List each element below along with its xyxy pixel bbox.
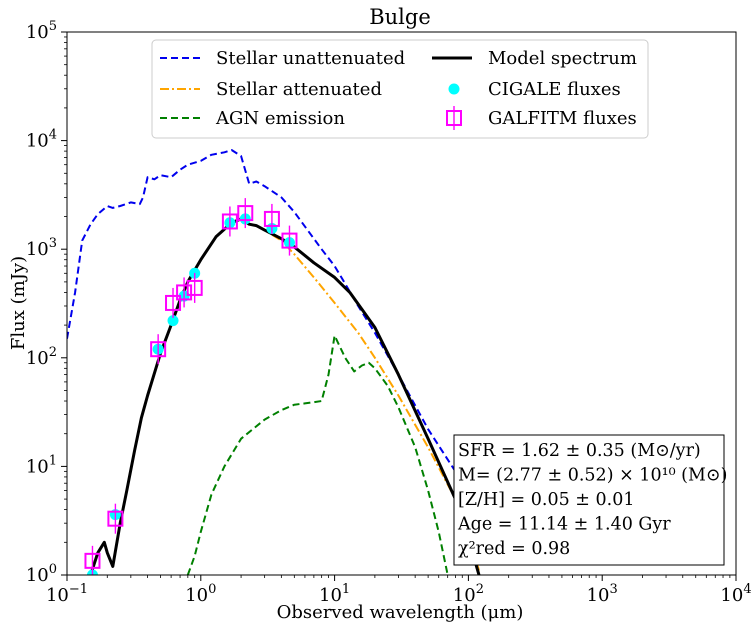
plot-frame	[66, 31, 737, 576]
legend-label-stellar-attenuated: Stellar attenuated	[216, 79, 382, 100]
legend-swatch-galfitm-fluxes	[446, 110, 462, 126]
x-tick-label: 101	[319, 582, 350, 606]
galfitm-fluxes-point	[221, 213, 238, 230]
galfitm-fluxes-point	[263, 210, 280, 227]
galfitm-fluxes-point	[186, 279, 203, 296]
fit-parameters-frame	[453, 434, 725, 566]
x-axis-label: Observed wavelength (μm)	[277, 602, 524, 623]
y-tick-label: 104	[26, 128, 57, 152]
fit-param-age: Age = 11.14 ± 1.40 Gyr	[457, 515, 671, 535]
galfitm-fluxes-point	[150, 341, 167, 358]
y-tick-label: 101	[26, 453, 57, 477]
fit-param-mass: M= (2.77 ± 0.52) × 10¹⁰ (M⊙)	[458, 466, 727, 486]
legend-label-model-spectrum: Model spectrum	[488, 48, 637, 69]
x-tick-label: 104	[720, 582, 751, 606]
x-tick-label: 100	[185, 582, 216, 606]
galfitm-fluxes-point	[84, 552, 101, 569]
galfitm-fluxes-point	[107, 510, 124, 527]
fit-param-chi: χ²red = 0.98	[458, 539, 570, 559]
y-tick-label: 103	[26, 236, 57, 260]
legend-swatch-cigale-fluxes	[448, 83, 460, 95]
legend-label-cigale-fluxes: CIGALE fluxes	[488, 79, 621, 100]
legend-label-stellar-unattenuated: Stellar unattenuated	[216, 48, 405, 69]
series-layer	[67, 149, 481, 575]
x-tick-label: 10−1	[46, 582, 88, 606]
fit-param-sfr: SFR = 1.62 ± 0.35 (M⊙/yr)	[458, 441, 701, 461]
y-tick-label: 102	[26, 345, 57, 369]
fit-param-metal: [Z/H] = 0.05 ± 0.01	[458, 490, 634, 510]
y-tick-label: 100	[26, 562, 57, 586]
cigale-fluxes-point	[167, 315, 179, 327]
legend-frame	[151, 39, 649, 139]
fit-parameters-box: SFR = 1.62 ± 0.35 (M⊙/yr) M= (2.77 ± 0.52…	[453, 434, 727, 566]
chart-title: Bulge	[369, 5, 431, 29]
galfitm-fluxes-point	[165, 294, 182, 311]
legend-label-agn-emission: AGN emission	[215, 108, 345, 129]
galfitm-fluxes-point	[237, 205, 254, 222]
x-tick-label: 102	[453, 582, 484, 606]
x-tick-label: 103	[587, 582, 618, 606]
galfitm-fluxes-point	[281, 232, 298, 249]
legend: Stellar unattenuated Stellar attenuated AG…	[151, 39, 649, 139]
galfitm-fluxes-point	[176, 284, 193, 301]
agn-emission-line	[186, 334, 449, 575]
y-tick-label: 105	[26, 19, 57, 43]
legend-label-galfitm-fluxes: GALFITM fluxes	[488, 108, 637, 129]
y-axis-label: Flux (mJy)	[8, 256, 29, 350]
